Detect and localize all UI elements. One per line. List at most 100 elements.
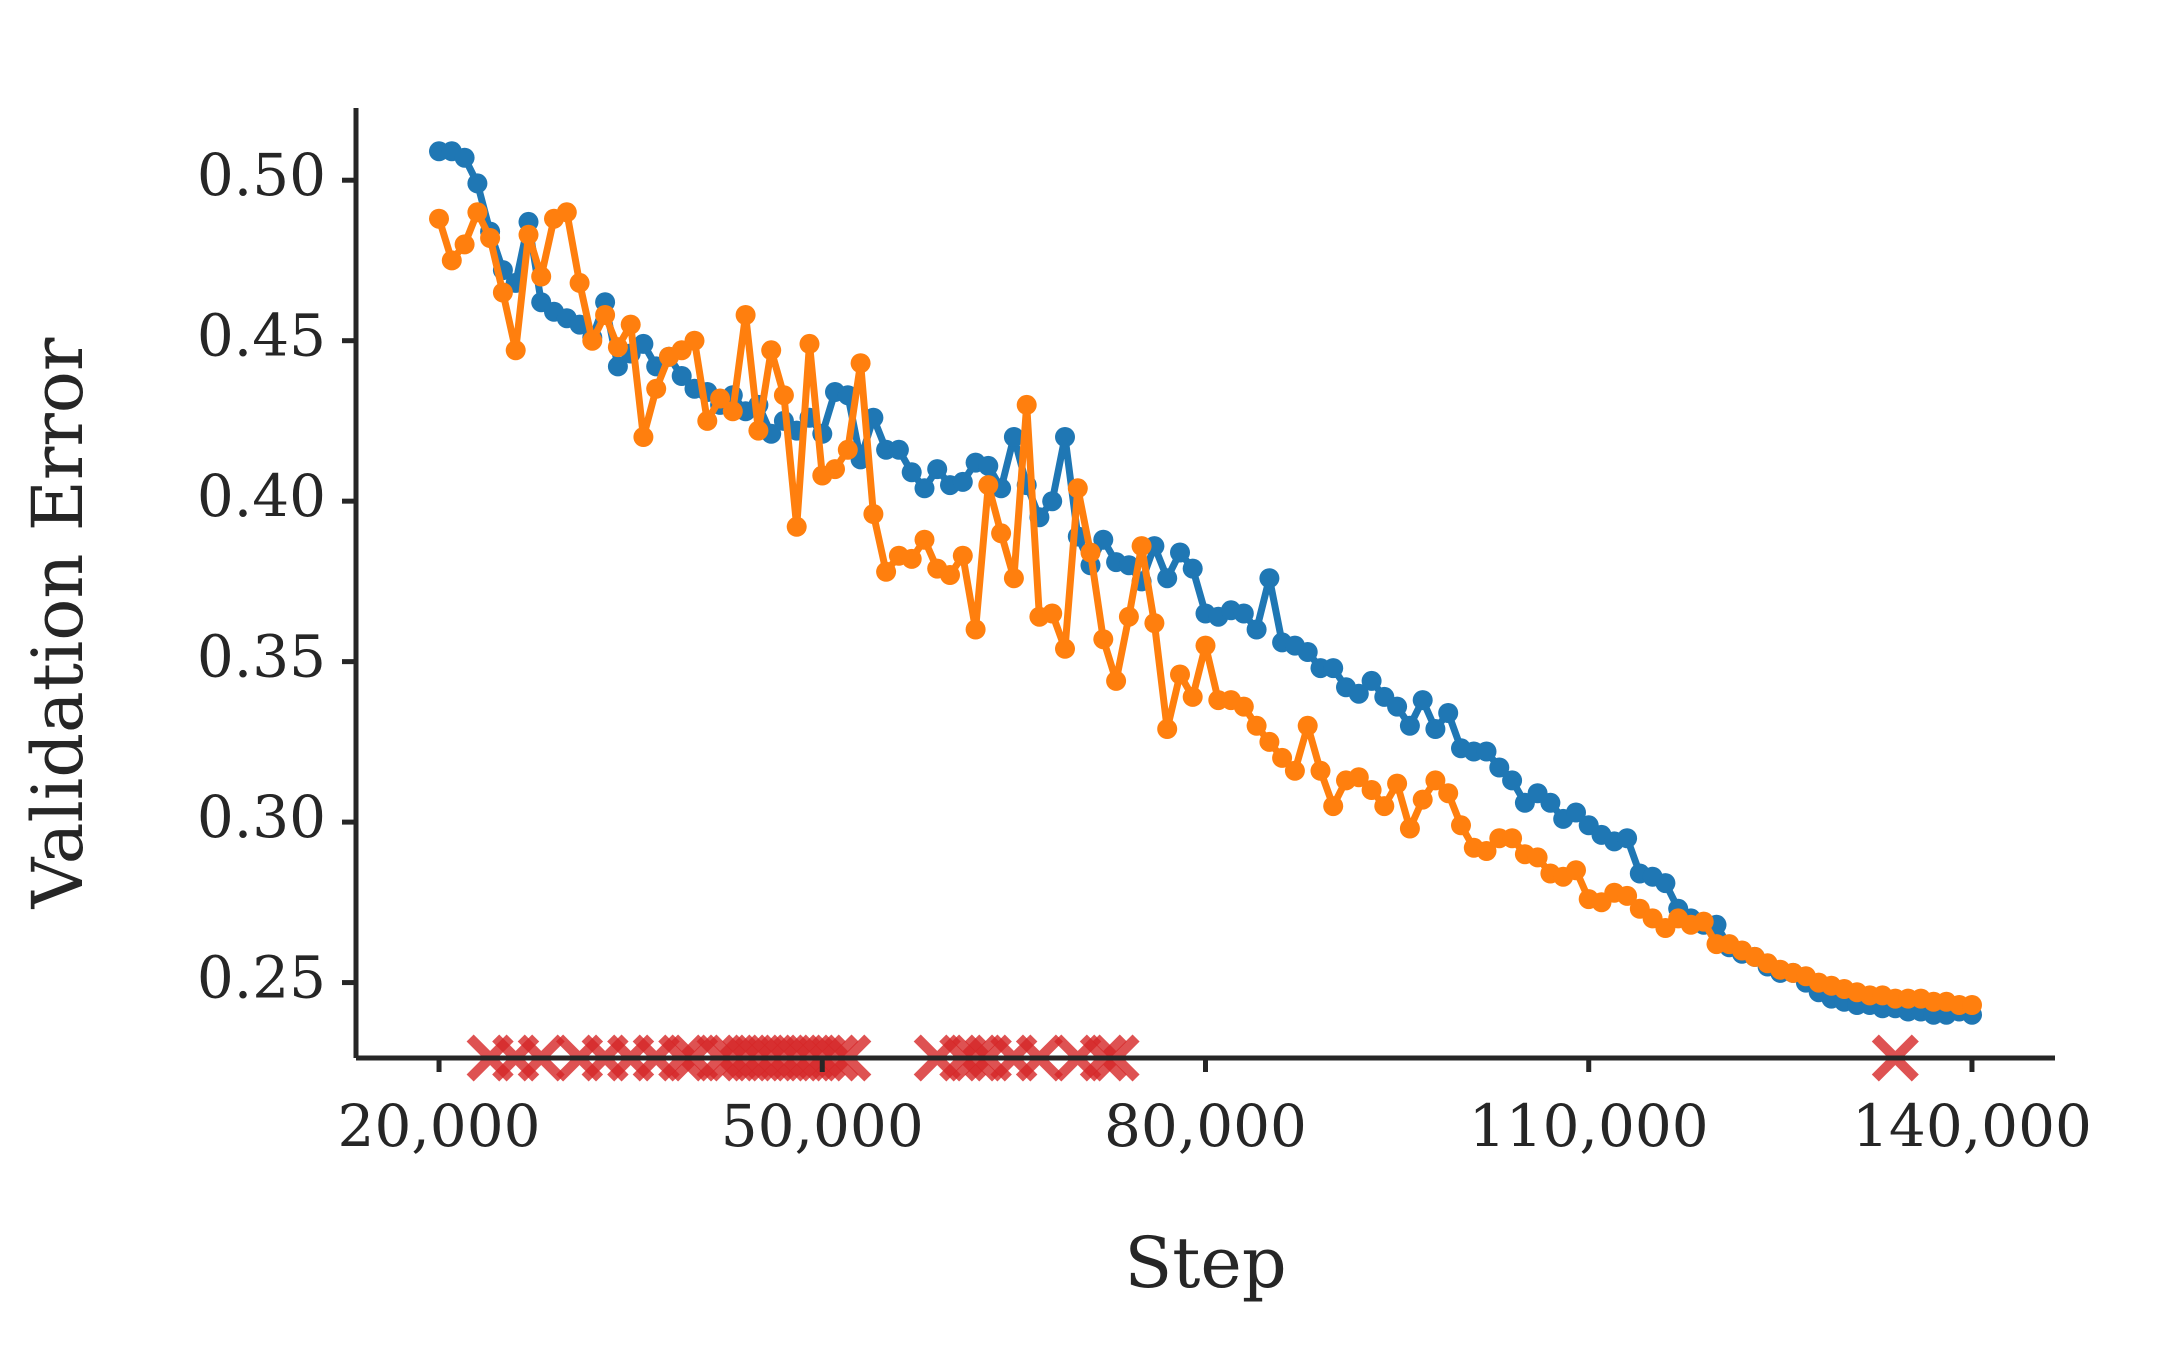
- series-1-point: [1157, 568, 1178, 589]
- series-2-point: [850, 353, 871, 374]
- series-2-point: [965, 619, 986, 640]
- x-tick-label: 140,000: [1852, 1092, 2092, 1160]
- series-1-point: [1617, 828, 1638, 849]
- series-2-point: [1566, 860, 1586, 881]
- series-1-point: [1055, 427, 1075, 447]
- series-1-point: [978, 455, 999, 476]
- series-2-point: [1016, 394, 1037, 415]
- series-2-point: [518, 224, 539, 245]
- series-1-point: [1438, 703, 1459, 723]
- series-2-point: [1425, 770, 1446, 791]
- series-2-point: [799, 333, 820, 354]
- series-2-point: [1476, 841, 1497, 861]
- series-2-point: [952, 545, 973, 566]
- series-2-point: [531, 266, 552, 287]
- series-1-point: [454, 147, 475, 168]
- series-2: [429, 202, 1982, 1015]
- series-2-point: [646, 378, 667, 399]
- series-2-point: [1284, 760, 1305, 781]
- series-2-point: [454, 234, 475, 255]
- x-tick-label: 50,000: [721, 1092, 924, 1160]
- series-1-point: [1566, 802, 1586, 823]
- series-2-point: [1361, 780, 1382, 800]
- series-1-point: [1003, 427, 1024, 447]
- series-2-point: [748, 420, 769, 441]
- series-2-point: [1067, 478, 1088, 499]
- series-2-point: [1233, 696, 1254, 717]
- series-2-point: [429, 208, 449, 229]
- series-2-point: [1387, 773, 1408, 794]
- series-2-point: [1617, 885, 1638, 906]
- series-2-point: [684, 330, 705, 351]
- series-2-point: [1118, 606, 1139, 627]
- series-2-point: [492, 282, 513, 303]
- series-1-point: [1093, 529, 1114, 550]
- series-1-point: [901, 462, 922, 483]
- series-1-line: [439, 147, 1973, 1019]
- series-2-point: [1195, 635, 1216, 656]
- series-2-point: [505, 340, 526, 361]
- series-1-point: [671, 366, 692, 386]
- x-tick-label: 20,000: [338, 1092, 541, 1160]
- series-2-point: [978, 475, 999, 496]
- series-2-point: [1106, 670, 1127, 691]
- series-2-point: [1502, 828, 1523, 849]
- series-1-point: [1348, 683, 1369, 704]
- series-2-point: [1693, 911, 1714, 932]
- series-2-point: [1438, 783, 1459, 804]
- x-axis-title: Step: [1124, 1222, 1286, 1304]
- series-1-point: [1170, 542, 1190, 563]
- series-2-point: [1272, 747, 1293, 768]
- series-2-point: [1310, 760, 1331, 781]
- series-1-point: [633, 333, 654, 354]
- series-2-point: [582, 330, 603, 351]
- series-2-point: [620, 314, 641, 335]
- series-2-point: [1348, 767, 1369, 788]
- series-2-point: [1182, 686, 1203, 707]
- series-2-point: [595, 305, 616, 325]
- series-1-point: [1489, 757, 1510, 778]
- series-2-point: [722, 401, 743, 422]
- series-1: [429, 141, 1982, 1025]
- series-2-point: [901, 548, 922, 569]
- series-1-point: [1259, 568, 1280, 589]
- series-1-point: [888, 439, 909, 460]
- series-1-point: [1399, 715, 1420, 736]
- series-1-point: [1042, 491, 1063, 512]
- series-2-point: [467, 202, 488, 223]
- series-2-point: [1259, 731, 1280, 752]
- series-1-point: [1323, 658, 1344, 679]
- y-tick-label: 0.40: [197, 462, 326, 530]
- series-2-point: [1131, 536, 1152, 557]
- series-2-point: [1246, 715, 1267, 736]
- series-2-point: [1144, 613, 1165, 634]
- series-2-point: [569, 272, 590, 293]
- series-2-point: [1055, 638, 1075, 659]
- y-axis-title: Validation Error: [17, 337, 99, 909]
- y-tick-label: 0.45: [197, 302, 326, 370]
- series-2-point: [1451, 815, 1471, 836]
- series-2-point: [1412, 789, 1433, 810]
- series-2-point: [480, 228, 501, 248]
- series-1-point: [1387, 696, 1408, 717]
- series-2-point: [837, 439, 858, 460]
- series-2-point: [991, 523, 1012, 544]
- series-2-point: [1093, 629, 1114, 650]
- series-1-point: [914, 478, 935, 499]
- series-1-point: [607, 356, 628, 377]
- series-1-point: [1655, 873, 1676, 894]
- series-2-point: [1297, 715, 1318, 736]
- series-2-point: [633, 427, 654, 447]
- y-tick-label: 0.30: [197, 783, 326, 851]
- series-2-point: [710, 388, 731, 409]
- x-tick-label: 110,000: [1469, 1092, 1709, 1160]
- series-2-point: [940, 565, 960, 585]
- series-1-point: [1476, 741, 1497, 762]
- series-2-point: [914, 529, 935, 550]
- series-2-point: [735, 305, 756, 325]
- series-2-point: [1042, 603, 1063, 624]
- y-tick-label: 0.50: [197, 141, 326, 209]
- series-2-point: [697, 410, 718, 431]
